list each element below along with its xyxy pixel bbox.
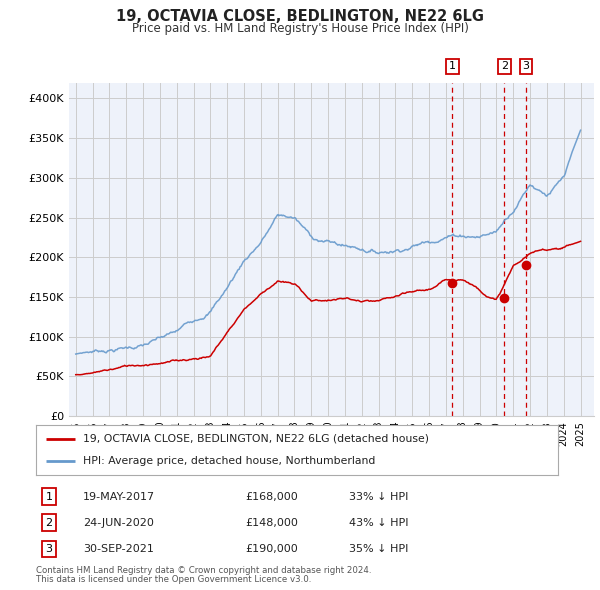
Text: £148,000: £148,000 (245, 517, 298, 527)
Text: £168,000: £168,000 (245, 491, 298, 502)
Text: 19, OCTAVIA CLOSE, BEDLINGTON, NE22 6LG (detached house): 19, OCTAVIA CLOSE, BEDLINGTON, NE22 6LG … (83, 434, 429, 444)
Text: 43% ↓ HPI: 43% ↓ HPI (349, 517, 409, 527)
Text: £190,000: £190,000 (245, 543, 298, 553)
Text: 33% ↓ HPI: 33% ↓ HPI (349, 491, 409, 502)
Text: 1: 1 (449, 61, 456, 71)
Text: 3: 3 (46, 543, 53, 553)
Text: 19, OCTAVIA CLOSE, BEDLINGTON, NE22 6LG: 19, OCTAVIA CLOSE, BEDLINGTON, NE22 6LG (116, 9, 484, 24)
Text: 30-SEP-2021: 30-SEP-2021 (83, 543, 154, 553)
Text: This data is licensed under the Open Government Licence v3.0.: This data is licensed under the Open Gov… (36, 575, 311, 584)
Text: 19-MAY-2017: 19-MAY-2017 (83, 491, 155, 502)
Text: 2: 2 (501, 61, 508, 71)
Text: 1: 1 (46, 491, 53, 502)
Text: Price paid vs. HM Land Registry's House Price Index (HPI): Price paid vs. HM Land Registry's House … (131, 22, 469, 35)
Text: 2: 2 (46, 517, 53, 527)
Text: Contains HM Land Registry data © Crown copyright and database right 2024.: Contains HM Land Registry data © Crown c… (36, 566, 371, 575)
Text: 3: 3 (523, 61, 529, 71)
Text: HPI: Average price, detached house, Northumberland: HPI: Average price, detached house, Nort… (83, 456, 376, 466)
Text: 24-JUN-2020: 24-JUN-2020 (83, 517, 154, 527)
Text: 35% ↓ HPI: 35% ↓ HPI (349, 543, 409, 553)
